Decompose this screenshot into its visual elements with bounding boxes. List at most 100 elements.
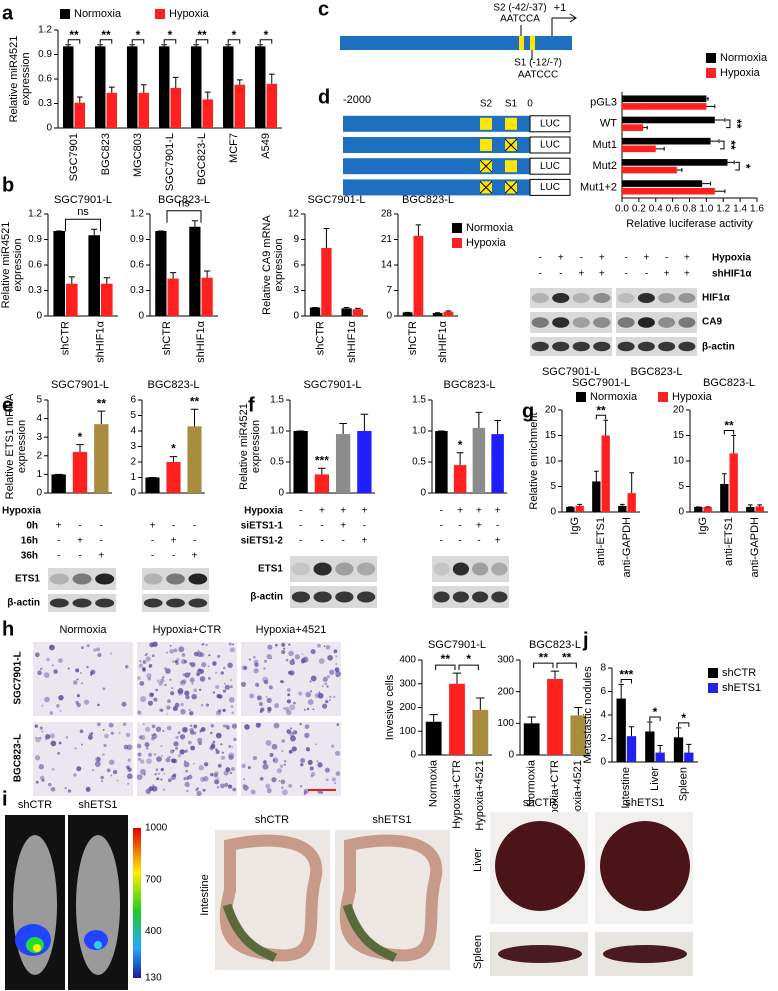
cell [158, 681, 163, 686]
cell [189, 711, 194, 716]
blot-band [552, 293, 570, 303]
cell [322, 676, 328, 682]
cell [58, 694, 64, 701]
cell [148, 663, 153, 668]
bar [314, 474, 330, 493]
y-tick-label: 0.6 [130, 260, 144, 271]
error-bar [676, 168, 683, 172]
cell [177, 753, 181, 758]
x-tick-label: shCTR [161, 321, 173, 355]
significance: * [653, 705, 658, 719]
bar [425, 721, 442, 755]
legend-swatch [452, 223, 462, 233]
y-axis-label: expression [250, 420, 262, 473]
site [530, 36, 535, 50]
cell [182, 673, 186, 677]
condition-sign: + [56, 521, 62, 532]
y-tick-label: Mut2 [593, 160, 617, 172]
cell [208, 677, 211, 680]
cell [303, 790, 307, 794]
cell [140, 734, 146, 741]
bar [622, 116, 715, 124]
error-bar [657, 745, 663, 753]
y-tick-label: 3 [293, 285, 299, 296]
cell [151, 724, 156, 729]
cell [127, 767, 132, 772]
cell [49, 644, 55, 651]
y-tick-label: 15 [673, 430, 685, 441]
blot-band [531, 317, 549, 328]
cell [190, 730, 195, 735]
error-bar [172, 76, 179, 88]
y-axis-label: expression [16, 420, 28, 473]
error-bar [714, 189, 726, 194]
cell [228, 642, 232, 646]
error-bar [193, 44, 200, 47]
cell [65, 736, 68, 739]
luc-box [529, 178, 571, 196]
organ-label: Spleen [472, 935, 484, 969]
cell [97, 653, 102, 658]
error-bar [318, 467, 326, 475]
cell [300, 758, 306, 764]
colorbar-label: 700 [145, 874, 162, 885]
y-tick-label: 1.0 [412, 426, 426, 437]
cell [333, 695, 336, 698]
bracket [720, 140, 725, 150]
y-tick-label: 2 [130, 457, 136, 468]
significance: ** [101, 28, 111, 42]
cell [140, 768, 147, 775]
cell [293, 701, 296, 705]
cell [291, 739, 293, 742]
cell [169, 649, 174, 654]
chart-title: BGC823-L [703, 377, 755, 389]
cell [181, 679, 187, 684]
bar [443, 311, 454, 316]
cell [172, 660, 175, 663]
blot-band [313, 562, 332, 576]
construct [343, 179, 530, 196]
error-bar [140, 84, 147, 93]
cell [179, 749, 185, 755]
y-tick-label: 200 [497, 686, 514, 697]
cell [203, 776, 209, 782]
cell [266, 788, 272, 794]
error-bar [655, 146, 665, 151]
blot-band [313, 591, 332, 603]
cell [253, 668, 259, 674]
cell [256, 695, 262, 701]
condition-label: 36h [21, 551, 38, 562]
cell [240, 681, 246, 687]
cell [280, 680, 284, 684]
cell [303, 792, 306, 796]
cell [281, 739, 285, 743]
bar [201, 277, 213, 316]
cell [288, 749, 293, 754]
chart-title: BGC823-L [444, 379, 496, 391]
x-tick-label: anti-GAPDH [749, 517, 761, 578]
cell [187, 740, 192, 745]
error-bar [190, 408, 199, 427]
error-bar [161, 44, 168, 47]
cell [230, 705, 234, 708]
cell [177, 688, 184, 694]
cell [35, 780, 39, 784]
blot-band [95, 573, 115, 585]
condition-sign: - [440, 536, 443, 547]
blot-band [49, 573, 69, 585]
luc: LUC [540, 140, 560, 151]
cell [299, 722, 302, 726]
significance: * [136, 28, 141, 42]
condition-sign: - [440, 521, 443, 532]
condition-sign: - [151, 551, 154, 562]
cell [286, 687, 291, 692]
cell [172, 749, 175, 752]
cell [334, 667, 340, 673]
y-tick-label: 0 [36, 311, 42, 322]
significance: *** [619, 668, 633, 682]
cell [212, 741, 215, 744]
bar [622, 180, 703, 187]
cell [88, 735, 93, 740]
bar [190, 46, 202, 129]
error-bar [323, 227, 330, 248]
